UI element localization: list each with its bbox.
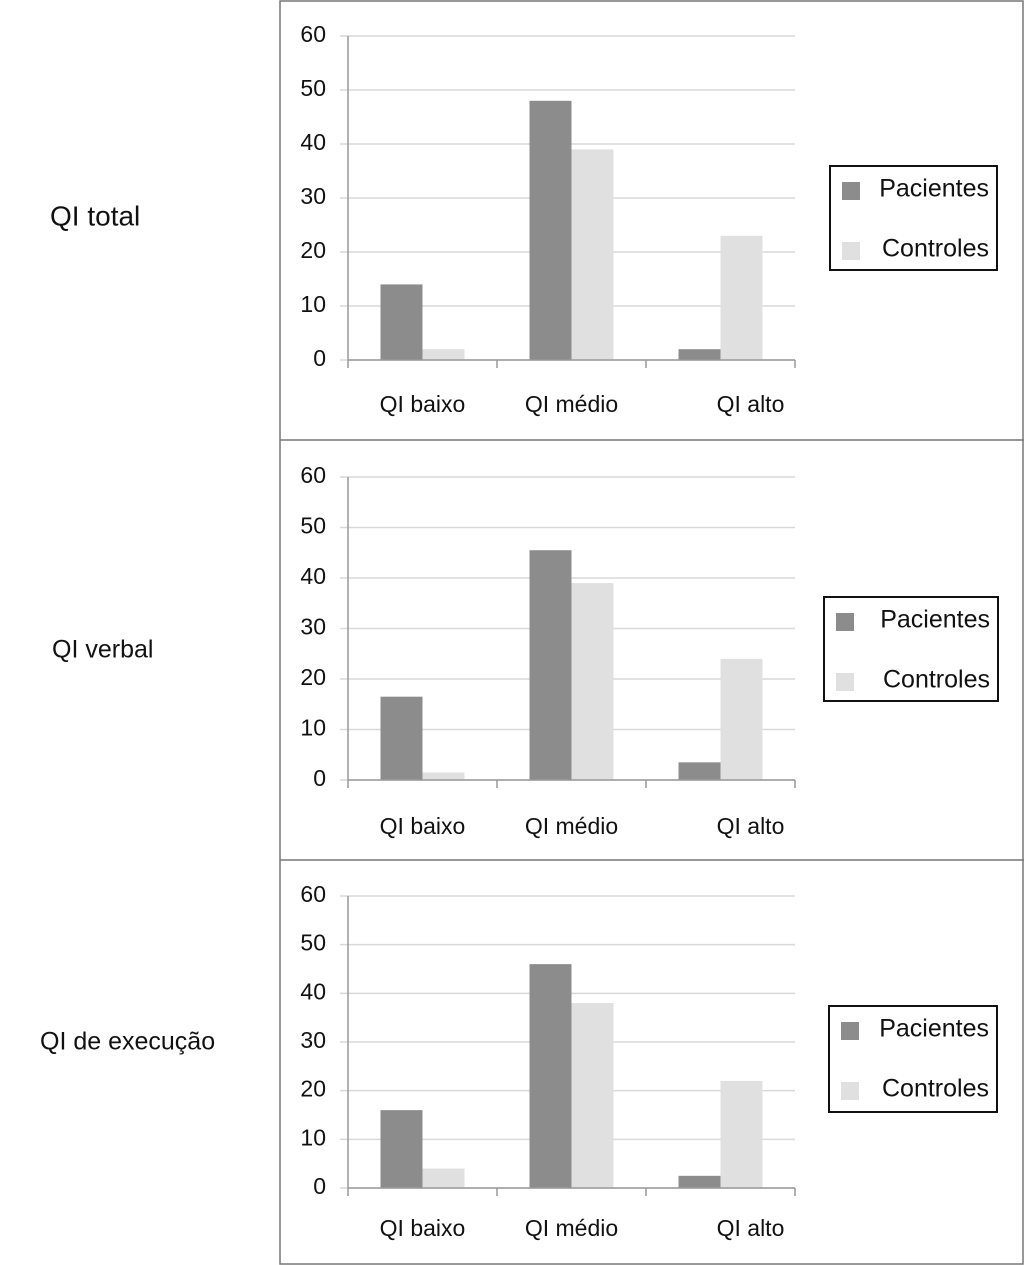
frame bbox=[279, 0, 1024, 1265]
y-tick-label: 20 bbox=[300, 664, 326, 690]
bar bbox=[571, 583, 614, 780]
bar bbox=[678, 1175, 721, 1188]
y-tick-label: 60 bbox=[300, 21, 326, 47]
y-tick-label: 50 bbox=[300, 513, 326, 539]
y-tick-label: 30 bbox=[300, 614, 326, 640]
y-tick-label: 60 bbox=[300, 462, 326, 488]
legend-label: Controles bbox=[882, 1075, 989, 1103]
x-tick-label: QI baixo bbox=[380, 1215, 466, 1241]
y-tick-label: 0 bbox=[313, 765, 326, 791]
legend-swatch bbox=[842, 242, 860, 260]
legend-label: Controles bbox=[883, 666, 990, 694]
bar bbox=[380, 1110, 423, 1188]
x-tick-label: QI médio bbox=[525, 391, 618, 417]
bar bbox=[720, 658, 763, 780]
bar bbox=[678, 349, 721, 360]
y-tick-label: 60 bbox=[300, 881, 326, 907]
panel-label: QI verbal bbox=[52, 636, 153, 664]
y-tick-label: 40 bbox=[300, 129, 326, 155]
bar bbox=[571, 1003, 614, 1188]
bar bbox=[720, 1080, 763, 1188]
bar bbox=[380, 284, 423, 360]
x-tick-label: QI médio bbox=[525, 1215, 618, 1241]
y-tick-label: 0 bbox=[313, 1173, 326, 1199]
y-tick-label: 40 bbox=[300, 563, 326, 589]
legend-swatch bbox=[836, 673, 854, 691]
x-tick-label: QI baixo bbox=[380, 391, 466, 417]
panel-label: QI total bbox=[50, 200, 140, 231]
y-tick-label: 50 bbox=[300, 75, 326, 101]
bar bbox=[380, 696, 423, 780]
legend-label: Pacientes bbox=[879, 1015, 989, 1043]
y-tick-label: 10 bbox=[300, 1124, 326, 1150]
x-tick-label: QI alto bbox=[717, 1215, 785, 1241]
legend-label: Pacientes bbox=[879, 175, 989, 203]
bar bbox=[422, 772, 465, 780]
legend-swatch bbox=[842, 182, 860, 200]
y-tick-label: 40 bbox=[300, 978, 326, 1004]
bar bbox=[571, 149, 614, 360]
bar bbox=[529, 964, 572, 1188]
x-tick-label: QI baixo bbox=[380, 813, 466, 839]
legend-swatch bbox=[836, 613, 854, 631]
y-tick-label: 10 bbox=[300, 715, 326, 741]
bar bbox=[720, 235, 763, 360]
legend-label: Controles bbox=[882, 235, 989, 263]
y-tick-label: 10 bbox=[300, 291, 326, 317]
bar bbox=[422, 349, 465, 360]
y-tick-label: 30 bbox=[300, 183, 326, 209]
bar bbox=[678, 762, 721, 780]
x-tick-label: QI alto bbox=[717, 391, 785, 417]
y-tick-label: 50 bbox=[300, 930, 326, 956]
bar bbox=[422, 1168, 465, 1188]
legend-swatch bbox=[841, 1022, 859, 1040]
y-tick-label: 0 bbox=[313, 345, 326, 371]
legend-label: Pacientes bbox=[880, 606, 990, 634]
y-tick-label: 20 bbox=[300, 237, 326, 263]
y-tick-label: 30 bbox=[300, 1027, 326, 1053]
y-tick-label: 20 bbox=[300, 1076, 326, 1102]
legend-swatch bbox=[841, 1082, 859, 1100]
x-tick-label: QI alto bbox=[717, 813, 785, 839]
x-tick-label: QI médio bbox=[525, 813, 618, 839]
panel-label: QI de execução bbox=[40, 1028, 215, 1056]
bar bbox=[529, 550, 572, 780]
bar bbox=[529, 100, 572, 361]
